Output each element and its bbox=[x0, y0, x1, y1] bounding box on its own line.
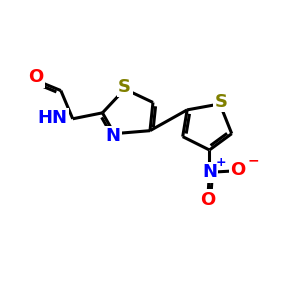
Text: S: S bbox=[118, 78, 131, 96]
Text: O: O bbox=[28, 68, 43, 86]
Text: O: O bbox=[200, 190, 216, 208]
Text: −: − bbox=[248, 154, 259, 168]
Text: O: O bbox=[230, 161, 245, 179]
Text: S: S bbox=[215, 93, 228, 111]
Text: +: + bbox=[215, 156, 226, 169]
Text: N: N bbox=[105, 127, 120, 145]
Text: HN: HN bbox=[38, 109, 68, 127]
Text: N: N bbox=[202, 163, 217, 181]
